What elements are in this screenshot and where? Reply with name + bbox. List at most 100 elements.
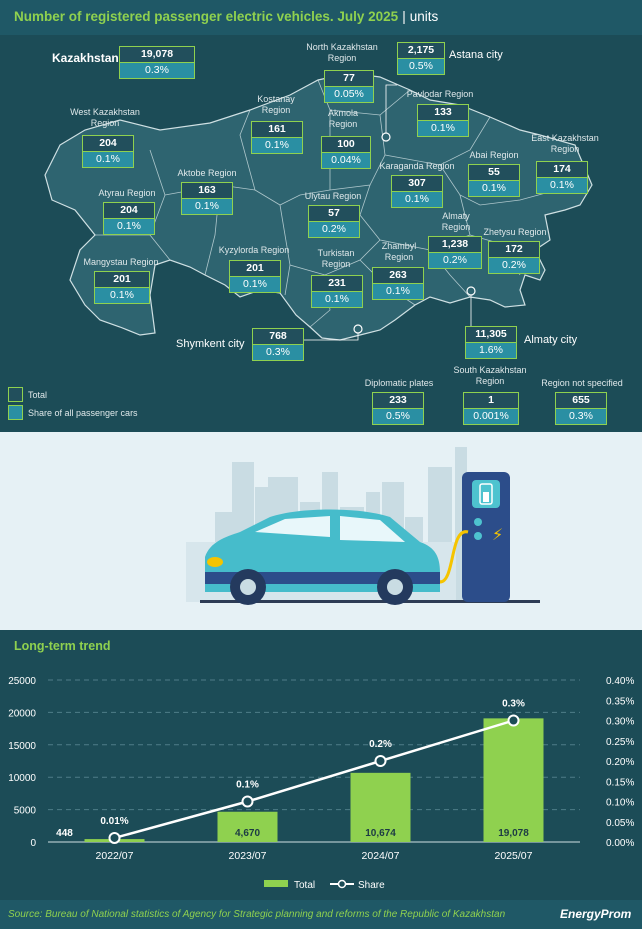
y-tick-label: 5000 xyxy=(14,806,37,817)
y-tick-label: 25000 xyxy=(8,676,36,687)
y2-tick-label: 0.35% xyxy=(606,696,634,707)
box-east-kazakhstan: 174 0.1% xyxy=(536,161,588,194)
value-total: 11,305 xyxy=(466,327,516,343)
label-diplomatic: Diplomatic plates xyxy=(364,378,434,388)
value-share: 0.1% xyxy=(418,121,468,136)
share-line xyxy=(114,719,514,840)
label-mangystau: Mangystau Region xyxy=(83,257,159,267)
y2-tick-label: 0.05% xyxy=(606,818,634,829)
value-total: 201 xyxy=(95,272,149,288)
box-ulytau: 57 0.2% xyxy=(308,205,360,238)
label-east-kazakhstan: East Kazakhstan Region xyxy=(531,133,599,154)
y2-tick-label: 0.15% xyxy=(606,777,634,788)
label-zhambyl: Zhambyl Region xyxy=(381,241,417,262)
value-share: 0.1% xyxy=(182,199,232,214)
label-karaganda: Karaganda Region xyxy=(379,161,455,171)
value-total: 55 xyxy=(469,165,519,181)
leader-lines xyxy=(304,84,472,341)
value-total: 307 xyxy=(392,176,442,192)
box-south-kazakhstan: 1 0.001% xyxy=(463,392,519,425)
value-share: 0.3% xyxy=(556,409,606,424)
box-akmola: 100 0.04% xyxy=(321,136,371,169)
page-title: Number of registered passenger electric … xyxy=(14,9,438,24)
value-total: 19,078 xyxy=(120,47,194,63)
value-share: 0.1% xyxy=(83,152,133,167)
share-value-label: 0.1% xyxy=(236,780,259,791)
value-total: 233 xyxy=(373,393,423,409)
box-turkistan: 231 0.1% xyxy=(311,275,363,308)
label-almaty-city: Almaty city xyxy=(524,334,578,346)
label-atyrau: Atyrau Region xyxy=(98,188,156,198)
label-west-kazakhstan: West Kazakhstan Region xyxy=(70,107,140,128)
almaty-city-marker xyxy=(466,286,476,296)
shymkent-marker xyxy=(353,324,363,334)
electric-car xyxy=(205,509,440,605)
x-tick-label: 2024/07 xyxy=(362,850,400,862)
value-total: 263 xyxy=(373,268,423,284)
y2-tick-label: 0.10% xyxy=(606,798,634,809)
label-kostanay: Kostanay Region xyxy=(257,94,295,115)
y2-tick-label: 0.25% xyxy=(606,737,634,748)
box-kostanay: 161 0.1% xyxy=(251,121,303,154)
box-zhambyl: 263 0.1% xyxy=(372,267,424,300)
bar-value-label: 448 xyxy=(56,828,73,839)
value-share: 0.2% xyxy=(489,258,539,273)
source-note: Source: Bureau of National statistics of… xyxy=(8,909,506,920)
box-pavlodar: 133 0.1% xyxy=(417,104,469,137)
share-point xyxy=(108,831,121,844)
label-almaty-region: Almaty Region xyxy=(441,211,471,232)
share-value-label: 0.01% xyxy=(100,816,128,827)
value-total: 163 xyxy=(182,183,232,199)
value-share: 0.1% xyxy=(537,178,587,193)
value-total: 172 xyxy=(489,242,539,258)
box-not-specified: 655 0.3% xyxy=(555,392,607,425)
charging-station: ⚡ xyxy=(430,472,510,602)
bar-value-label: 19,078 xyxy=(498,828,529,839)
value-total: 100 xyxy=(322,137,370,153)
box-zhetysu: 172 0.2% xyxy=(488,241,540,274)
label-south-kazakhstan: South Kazakhstan Region xyxy=(453,365,527,386)
box-shymkent: 768 0.3% xyxy=(252,328,304,361)
label-turkistan: Turkistan Region xyxy=(317,248,355,269)
label-kyzylorda: Kyzylorda Region xyxy=(218,245,290,255)
value-share: 0.5% xyxy=(373,409,423,424)
box-aktobe: 163 0.1% xyxy=(181,182,233,215)
value-total: 2,175 xyxy=(398,43,444,59)
label-akmola: Akmola Region xyxy=(327,108,358,129)
box-karaganda: 307 0.1% xyxy=(391,175,443,208)
legend-total-swatch xyxy=(264,880,288,887)
value-total: 77 xyxy=(325,71,373,87)
label-pavlodar: Pavlodar Region xyxy=(406,89,474,99)
value-share: 0.1% xyxy=(392,192,442,207)
value-total: 768 xyxy=(253,329,303,345)
label-aktobe: Aktobe Region xyxy=(177,168,237,178)
label-kazakhstan: Kazakhstan xyxy=(52,51,119,65)
y2-tick-label: 0.00% xyxy=(606,838,634,849)
trend-title: Long-term trend xyxy=(14,639,111,653)
label-not-specified: Region not specified xyxy=(541,378,623,388)
share-point xyxy=(507,714,520,727)
box-almaty-city: 11,305 1.6% xyxy=(465,326,517,359)
value-share: 0.1% xyxy=(95,288,149,303)
title-text: Number of registered passenger electric … xyxy=(14,9,399,24)
astana-marker xyxy=(381,132,391,142)
label-ulytau: Ulytau Region xyxy=(304,191,362,201)
value-share: 0.1% xyxy=(252,138,302,153)
value-share: 0.1% xyxy=(230,277,280,292)
box-almaty-region: 1,238 0.2% xyxy=(428,236,482,269)
value-total: 655 xyxy=(556,393,606,409)
label-astana: Astana city xyxy=(449,49,503,61)
legend-total-label: Total xyxy=(294,880,315,891)
value-share: 0.1% xyxy=(104,219,154,234)
value-total: 133 xyxy=(418,105,468,121)
bar-2025/07 xyxy=(483,718,544,842)
y-tick-label: 0 xyxy=(30,838,36,849)
box-astana: 2,175 0.5% xyxy=(397,42,445,75)
value-total: 57 xyxy=(309,206,359,222)
header-bar: Number of registered passenger electric … xyxy=(0,0,642,35)
value-share: 0.3% xyxy=(120,63,194,78)
value-total: 174 xyxy=(537,162,587,178)
y-tick-label: 10000 xyxy=(8,773,36,784)
box-kazakhstan: 19,078 0.3% xyxy=(119,46,195,79)
value-total: 201 xyxy=(230,261,280,277)
